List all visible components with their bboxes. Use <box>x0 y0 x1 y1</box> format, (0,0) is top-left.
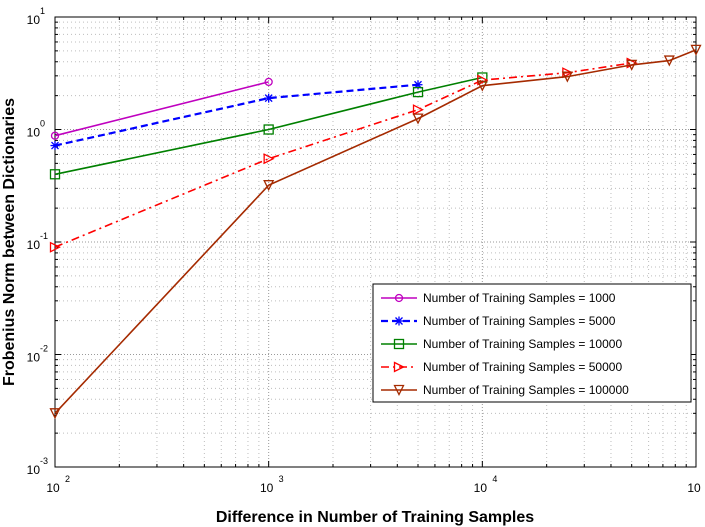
series-line <box>54 81 269 137</box>
legend-entry: Number of Training Samples = 50000 <box>381 360 622 374</box>
x-tick-label-exp: 4 <box>492 474 497 484</box>
data-point <box>561 71 573 83</box>
y-tick-label-base: 10 <box>27 351 41 365</box>
x-tick-label: 10 3 <box>260 474 284 495</box>
x-tick-label: 10 2 <box>46 474 70 495</box>
x-tick-label: 105 <box>687 481 701 495</box>
data-point <box>263 180 275 192</box>
y-tick-label-exp: -1 <box>40 231 48 241</box>
y-tick-label-exp: -2 <box>40 344 48 354</box>
data-point <box>394 293 404 303</box>
data-point <box>264 93 274 103</box>
series-line <box>54 49 697 414</box>
legend-entry: Number of Training Samples = 1000 <box>381 291 616 305</box>
y-axis-label: Frobenius Norm between Dictionaries <box>1 98 18 386</box>
y-tick-label-base: 10 <box>27 13 41 27</box>
y-tick-label-exp: 0 <box>40 119 45 129</box>
data-point <box>393 338 405 350</box>
data-point <box>394 316 404 326</box>
x-tick-label-base: 10 <box>474 481 488 495</box>
legend-entry: Number of Training Samples = 10000 <box>381 337 622 351</box>
legend-label: Number of Training Samples = 50000 <box>423 360 622 374</box>
x-tick-label-base: 10 <box>687 481 701 495</box>
x-tick-label-base: 10 <box>46 481 60 495</box>
y-tick-label: 10-3 <box>27 456 48 477</box>
data-point <box>49 241 61 253</box>
data-point <box>263 153 275 165</box>
y-tick-label-base: 10 <box>27 126 41 140</box>
series-1 <box>50 77 273 140</box>
y-tick-label: 10-1 <box>27 231 48 252</box>
legend: Number of Training Samples = 1000 Number … <box>372 283 692 403</box>
y-tick-label-exp: -3 <box>40 456 48 466</box>
legend-label: Number of Training Samples = 1000 <box>423 291 616 305</box>
series-line <box>54 62 632 248</box>
x-axis-label: Difference in Number of Training Samples <box>216 509 534 526</box>
data-point <box>476 80 488 92</box>
x-tick-labels: 10 2 10 3 10 4 105 <box>46 474 701 495</box>
legend-entry: Number of Training Samples = 5000 <box>381 314 616 328</box>
data-point <box>412 113 424 125</box>
x-tick-label-exp: 2 <box>65 474 70 484</box>
legend-label: Number of Training Samples = 10000 <box>423 337 622 351</box>
series-5 <box>49 44 702 420</box>
x-tick-label-base: 10 <box>260 481 274 495</box>
data-point <box>412 86 424 98</box>
legend-label: Number of Training Samples = 5000 <box>423 314 616 328</box>
data-point <box>49 408 61 420</box>
data-point <box>50 131 60 140</box>
legend-label: Number of Training Samples = 100000 <box>423 383 629 397</box>
data-point <box>393 361 405 373</box>
data-point <box>393 384 405 396</box>
data-point <box>626 59 638 71</box>
data-point <box>50 141 60 151</box>
y-tick-label: 10-2 <box>27 344 48 365</box>
legend-entry: Number of Training Samples = 100000 <box>381 383 629 397</box>
data-point <box>49 169 61 180</box>
data-point <box>263 124 274 135</box>
series-line <box>54 76 483 176</box>
y-tick-label: 101 <box>27 6 45 27</box>
series-lines <box>49 44 702 420</box>
y-tick-label-base: 10 <box>27 238 41 252</box>
y-tick-label-base: 10 <box>27 463 41 477</box>
data-point <box>412 104 424 116</box>
data-point <box>663 55 675 67</box>
data-point <box>264 77 273 87</box>
x-tick-label-exp: 3 <box>279 474 284 484</box>
legend-box <box>372 283 692 403</box>
y-tick-label-exp: 1 <box>40 6 45 16</box>
data-point <box>690 44 702 56</box>
data-point <box>477 74 489 86</box>
y-tick-label: 100 <box>27 119 45 140</box>
x-tick-label: 10 4 <box>474 474 498 495</box>
series-2 <box>50 80 423 151</box>
series-line <box>54 83 419 147</box>
tick-marks <box>54 16 697 468</box>
